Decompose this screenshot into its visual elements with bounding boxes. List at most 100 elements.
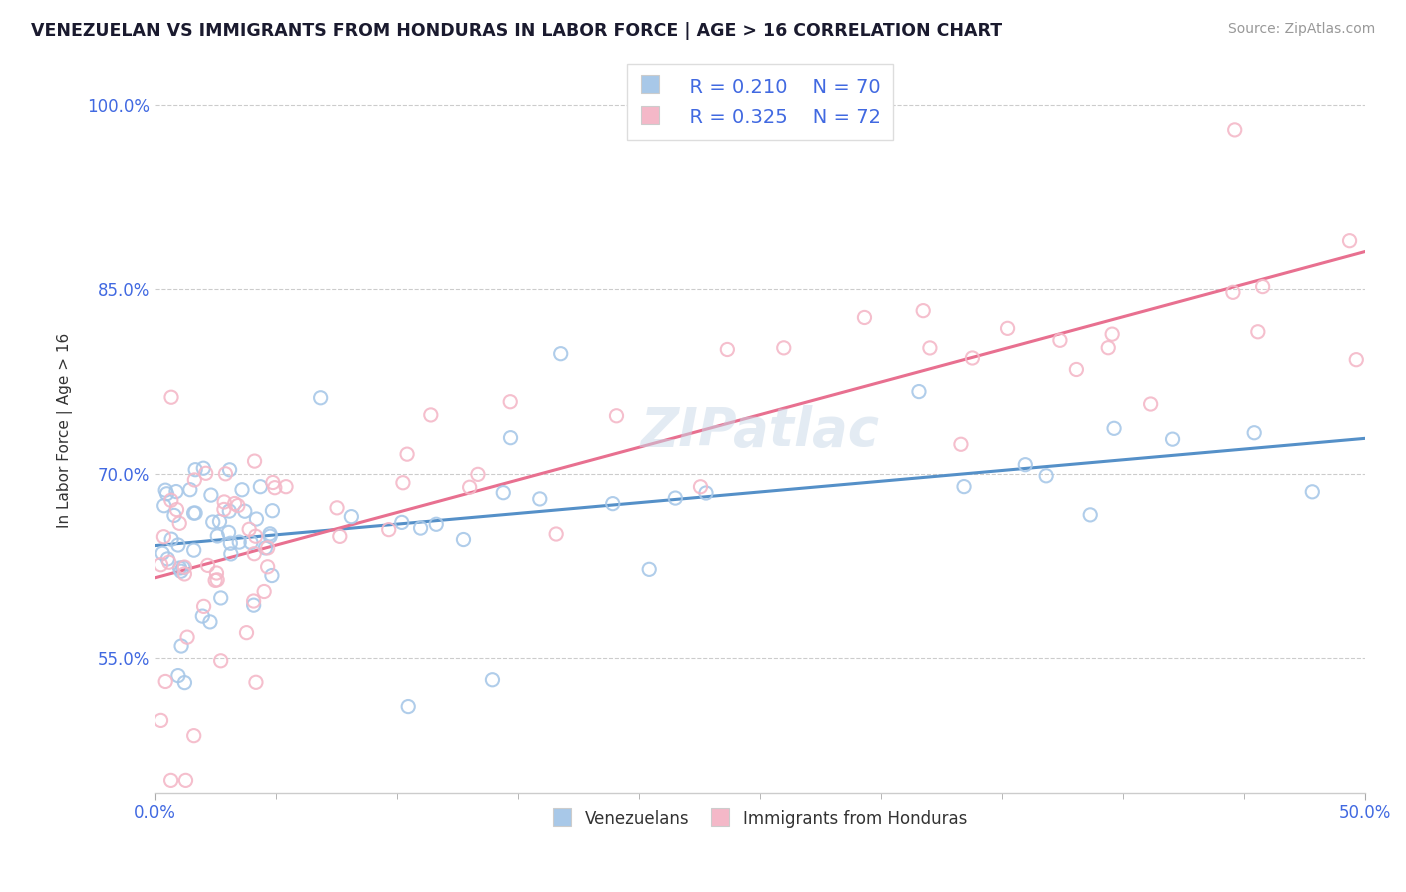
Point: [184, 463, 207, 477]
Point: [176, 630, 198, 644]
Point: [218, 504, 240, 518]
Point: [396, 447, 419, 461]
Point: [425, 517, 447, 532]
Point: [377, 523, 399, 537]
Point: [249, 480, 271, 494]
Point: [197, 558, 219, 573]
Point: [205, 566, 228, 580]
Point: [546, 527, 568, 541]
Point: [638, 562, 661, 576]
Point: [997, 321, 1019, 335]
Point: [1097, 341, 1119, 355]
Point: [170, 564, 193, 578]
Point: [1346, 352, 1368, 367]
Point: [1301, 484, 1323, 499]
Point: [204, 574, 226, 588]
Text: VENEZUELAN VS IMMIGRANTS FROM HONDURAS IN LABOR FORCE | AGE > 16 CORRELATION CHA: VENEZUELAN VS IMMIGRANTS FROM HONDURAS I…: [31, 22, 1002, 40]
Point: [167, 538, 190, 552]
Point: [953, 480, 976, 494]
Point: [1161, 432, 1184, 446]
Point: [173, 560, 195, 574]
Point: [716, 343, 738, 357]
Point: [152, 499, 174, 513]
Point: [409, 521, 432, 535]
Point: [262, 504, 284, 518]
Point: [165, 484, 187, 499]
Legend: Venezuelans, Immigrants from Honduras: Venezuelans, Immigrants from Honduras: [546, 803, 974, 835]
Point: [689, 480, 711, 494]
Point: [962, 351, 984, 365]
Point: [529, 491, 551, 506]
Point: [209, 591, 232, 605]
Point: [193, 461, 215, 475]
Point: [218, 525, 240, 540]
Point: [160, 390, 183, 404]
Point: [159, 493, 181, 508]
Point: [392, 475, 415, 490]
Point: [205, 573, 228, 587]
Point: [228, 535, 250, 549]
Point: [209, 654, 232, 668]
Point: [214, 467, 236, 481]
Point: [326, 500, 349, 515]
Point: [212, 495, 235, 509]
Point: [169, 561, 191, 575]
Point: [153, 674, 176, 689]
Point: [259, 526, 281, 541]
Point: [152, 530, 174, 544]
Point: [157, 555, 180, 569]
Point: [492, 485, 515, 500]
Point: [166, 502, 188, 516]
Point: [467, 467, 489, 482]
Point: [695, 486, 717, 500]
Point: [224, 496, 246, 510]
Point: [153, 483, 176, 498]
Point: [550, 347, 572, 361]
Point: [159, 773, 181, 788]
Point: [201, 515, 224, 529]
Point: [912, 303, 935, 318]
Point: [172, 560, 194, 574]
Point: [226, 499, 249, 513]
Point: [193, 599, 215, 614]
Point: [259, 529, 281, 543]
Point: [183, 543, 205, 558]
Point: [242, 598, 264, 612]
Point: [1014, 458, 1036, 472]
Point: [253, 584, 276, 599]
Point: [260, 568, 283, 582]
Point: [908, 384, 931, 399]
Point: [918, 341, 941, 355]
Point: [329, 529, 352, 543]
Point: [155, 487, 177, 501]
Point: [231, 483, 253, 497]
Point: [243, 454, 266, 468]
Point: [239, 535, 262, 549]
Point: [245, 675, 267, 690]
Point: [391, 516, 413, 530]
Point: [156, 552, 179, 566]
Point: [218, 463, 240, 477]
Point: [1049, 334, 1071, 348]
Point: [1223, 123, 1246, 137]
Point: [174, 773, 197, 788]
Point: [1339, 234, 1361, 248]
Point: [309, 391, 332, 405]
Text: Source: ZipAtlas.com: Source: ZipAtlas.com: [1227, 22, 1375, 37]
Point: [184, 506, 207, 520]
Point: [664, 491, 686, 505]
Point: [242, 594, 264, 608]
Point: [340, 509, 363, 524]
Point: [149, 714, 172, 728]
Point: [263, 481, 285, 495]
Point: [602, 497, 624, 511]
Point: [163, 508, 186, 523]
Point: [256, 559, 278, 574]
Point: [499, 431, 522, 445]
Point: [1247, 325, 1270, 339]
Point: [170, 639, 193, 653]
Point: [949, 437, 972, 451]
Point: [1139, 397, 1161, 411]
Point: [419, 408, 441, 422]
Point: [235, 625, 257, 640]
